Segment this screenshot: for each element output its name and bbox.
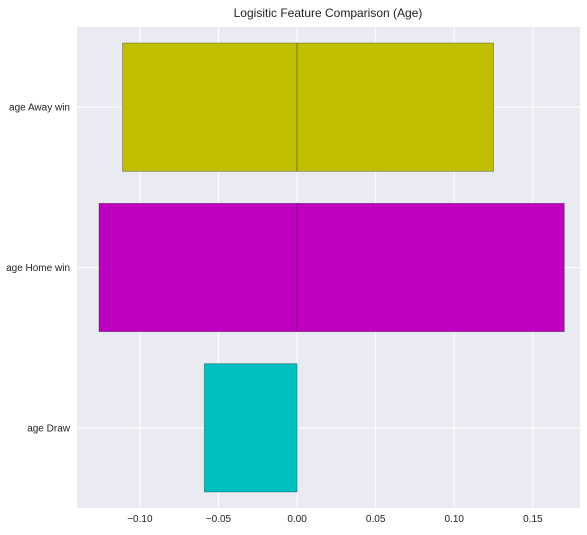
- y-tick-label: age Home win: [6, 263, 70, 274]
- x-tick-label: 0.15: [523, 514, 543, 525]
- bar-age-away-win: [122, 42, 298, 172]
- y-tick-labels: age Draw age Home win age Away win: [6, 103, 71, 435]
- bar-age-home-win: [296, 202, 565, 333]
- y-tick-label: age Draw: [27, 423, 71, 434]
- bars: [98, 42, 565, 493]
- bar-age-away-win: [296, 42, 494, 172]
- x-tick-label: 0.00: [287, 514, 307, 525]
- x-tick-label: −0.10: [127, 514, 153, 525]
- bar-age-draw: [203, 363, 298, 493]
- x-tick-labels: −0.10 −0.05 0.00 0.05 0.10 0.15: [127, 514, 543, 525]
- bar-age-home-win: [98, 202, 298, 333]
- x-tick-label: 0.10: [445, 514, 465, 525]
- x-tick-label: 0.05: [366, 514, 386, 525]
- chart-title: Logisitic Feature Comparison (Age): [234, 6, 423, 20]
- x-tick-label: −0.05: [206, 514, 232, 525]
- y-tick-label: age Away win: [9, 103, 70, 114]
